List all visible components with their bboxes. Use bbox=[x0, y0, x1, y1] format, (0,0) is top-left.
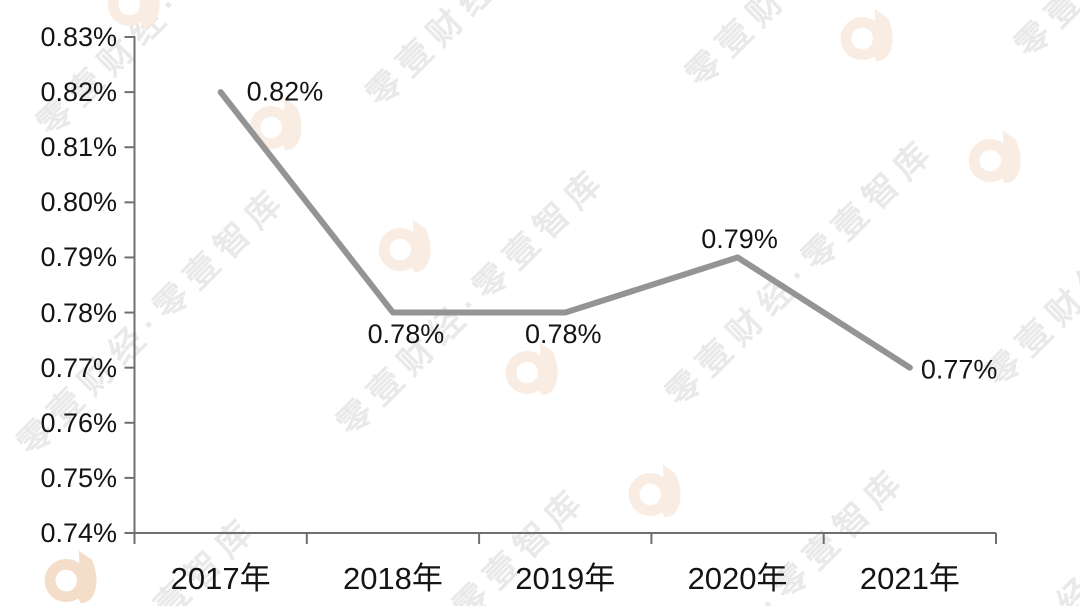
data-point-label: 0.77% bbox=[920, 354, 998, 385]
x-axis-tick-label: 2018年 bbox=[342, 561, 443, 596]
watermark-a-logo-icon bbox=[504, 339, 562, 401]
data-point-label: 0.78% bbox=[367, 318, 445, 349]
series-line bbox=[217, 89, 913, 371]
data-point-label: 0.79% bbox=[701, 224, 778, 255]
y-axis-tick-label: 0.83% bbox=[40, 22, 117, 52]
y-axis-tick-label: 0.80% bbox=[40, 187, 117, 218]
watermark-a-logo-icon bbox=[248, 94, 306, 156]
y-axis-tick-label: 0.82% bbox=[40, 77, 117, 108]
watermark-a-logo-icon bbox=[43, 547, 101, 606]
y-axis-tick-label: 0.76% bbox=[40, 407, 117, 438]
x-axis-tick-label: 2020年 bbox=[687, 561, 788, 596]
y-axis-tick-label: 0.79% bbox=[40, 242, 117, 273]
watermark-a-logo-icon bbox=[839, 5, 897, 67]
watermark-a-logo-icon bbox=[377, 216, 435, 278]
data-point-label: 0.82% bbox=[246, 76, 324, 107]
x-axis-tick-label: 2021年 bbox=[859, 561, 960, 596]
data-point-label: 0.78% bbox=[524, 318, 602, 349]
watermark-a-logo-icon bbox=[627, 461, 685, 523]
y-axis-tick-label: 0.74% bbox=[40, 518, 117, 548]
watermark-a-logo-icon bbox=[967, 127, 1025, 189]
x-axis-tick-label: 2017年 bbox=[170, 561, 271, 596]
watermark-a-logo-icon bbox=[106, 0, 164, 33]
y-axis-tick-label: 0.77% bbox=[40, 352, 117, 383]
x-axis-tick-label: 2019年 bbox=[515, 561, 616, 596]
y-axis-tick-label: 0.78% bbox=[40, 297, 117, 328]
y-axis-tick-label: 0.75% bbox=[40, 462, 117, 493]
y-axis-tick-label: 0.81% bbox=[40, 132, 117, 163]
